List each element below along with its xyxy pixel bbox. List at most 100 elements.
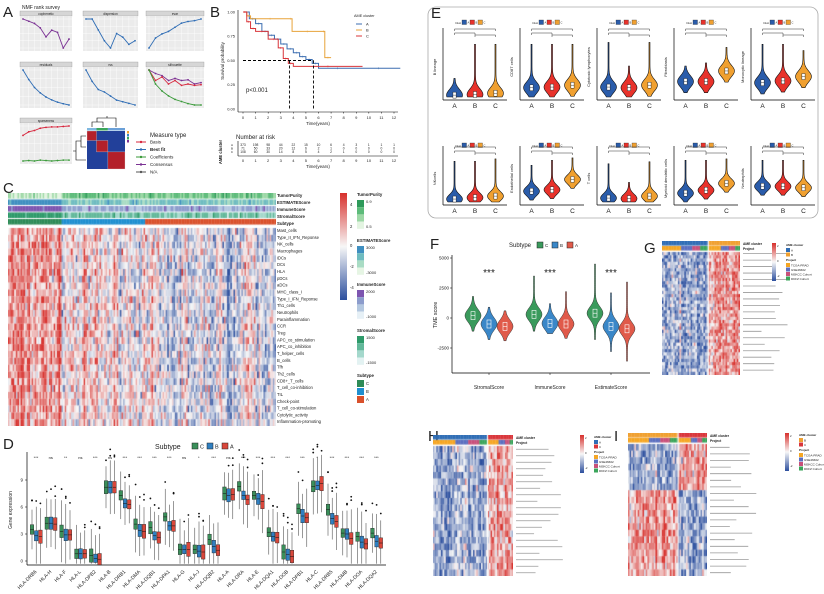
legend-tick: 2000 (366, 289, 376, 294)
violin-A (446, 78, 463, 98)
legend-label: TCGA-PRAD (804, 453, 823, 457)
significance-bracket (782, 34, 804, 37)
gene-group-HLA-DRB6: *** HLA-DRB6 (17, 455, 43, 591)
data-point (62, 125, 65, 128)
legend-swatch (357, 207, 364, 215)
significance-bracket (628, 34, 650, 37)
heatmap-row-label: NK_cells (277, 242, 294, 247)
legend-swatch (777, 142, 783, 148)
violin-A (496, 310, 514, 342)
risk-x-tick-label: 4 (292, 158, 295, 163)
x-tick-label: A (452, 103, 457, 110)
legend-swatch (692, 142, 698, 148)
legend-title: ImmuneScore (357, 282, 386, 287)
data-point (174, 98, 176, 101)
y-axis-title: TME score (433, 302, 439, 329)
legend-label: A (230, 445, 234, 451)
gene-group-HLA-DPB2: ***HLA-DPB2 (76, 455, 102, 591)
data-point (134, 39, 136, 42)
x-tick-label: A (529, 103, 534, 110)
data-point (85, 69, 87, 71)
significance-label: *** (34, 455, 39, 460)
heatmap-row-label: Neutrophils (277, 310, 298, 315)
heatmap-row-label: HLA (277, 269, 285, 274)
data-point (121, 100, 124, 103)
data-point (33, 22, 36, 25)
significance-bracket (474, 34, 496, 37)
legend-swatch (357, 350, 364, 358)
significance-bracket (782, 152, 804, 155)
legend-label: C (200, 445, 204, 451)
legend-swatch (554, 142, 560, 148)
x-tick-label: 5 (305, 115, 308, 120)
outlier (261, 462, 264, 465)
legend-swatch (469, 19, 475, 25)
outlier (138, 496, 141, 498)
data-point (62, 102, 65, 105)
legend-swatch (566, 241, 574, 249)
legend-swatch (700, 19, 706, 25)
risk-count: 15 (304, 143, 308, 147)
significance-label: *** (152, 455, 157, 460)
outlier (320, 449, 323, 452)
outlier (291, 523, 293, 526)
legend-label: B (476, 21, 478, 25)
colorbar-tick-label: 0 (585, 451, 587, 455)
violin-panel-monocytic-lineage: Clust A B C Monocytic lineage A B C (740, 19, 815, 110)
y-tick-label: 5000 (439, 256, 450, 261)
group-ImmuneScore: *** ImmuneScore (525, 268, 575, 391)
risk-count: 0 (380, 150, 382, 154)
panel-frame (427, 6, 819, 219)
legend-title: Clust (686, 21, 692, 25)
x-tick-label: 8 (343, 115, 346, 120)
legend-swatch (799, 457, 803, 462)
legend-label: GSE46602 (599, 460, 614, 464)
violin-panel-endothelial-cells: Clust A B C Endothelial cells A B C (509, 142, 584, 215)
legend-title: Subtype (155, 444, 181, 451)
legend-swatch (357, 253, 364, 261)
risk-count: 373 (240, 143, 246, 147)
outlier (64, 495, 67, 498)
facet-title: evar (172, 12, 179, 16)
legend-swatch (127, 131, 129, 134)
outlier (98, 526, 101, 528)
violin-C (795, 50, 812, 88)
colorbar-tick-label: -2 (350, 264, 354, 269)
legend-title: AME cluster (354, 14, 375, 18)
y-axis-title: Endothelial cells (509, 164, 514, 193)
outlier (113, 455, 116, 458)
panel-label-e: E (431, 5, 441, 22)
heatmap-row-label: Type_II_IFN_Reponse (277, 235, 320, 240)
outlier (105, 459, 107, 462)
data-point (154, 72, 157, 75)
panel-c-heatmap: TumorPurity ESTIMATEScore ImmuneScore Strom… (277, 192, 391, 424)
data-point (109, 95, 112, 97)
risk-table-title: Number at risk (236, 135, 276, 141)
outlier (94, 523, 97, 526)
legend-dot (139, 170, 143, 174)
x-tick-label: A (606, 103, 611, 110)
legend-title: Clust (763, 21, 769, 25)
y-tick-label: 3 (20, 532, 23, 537)
risk-x-tick-label: 0 (242, 158, 245, 163)
legend-title: TumorPurity (357, 192, 383, 197)
facet-title: dispersion (103, 12, 118, 16)
outlier (276, 506, 279, 508)
heatmap-row-label: Inflammation-promoting (277, 419, 322, 424)
legend-swatch (357, 267, 364, 275)
legend-label: B (476, 144, 478, 148)
facet-title: silhouette (168, 63, 182, 67)
colorbar-tick-label: 2 (790, 434, 792, 438)
legend-swatch (615, 142, 621, 148)
outlier (286, 516, 289, 519)
legend-swatch (357, 388, 364, 395)
legend-label: C (545, 243, 549, 248)
legend-dot (139, 155, 143, 159)
x-tick-label: C (493, 103, 498, 110)
risk-count: 2 (330, 150, 332, 154)
data-point (22, 134, 24, 137)
mini-plot-residuals: residuals (19, 61, 73, 108)
outlier (335, 482, 338, 485)
legend-label: B (784, 144, 786, 148)
legend-dot (139, 140, 143, 144)
